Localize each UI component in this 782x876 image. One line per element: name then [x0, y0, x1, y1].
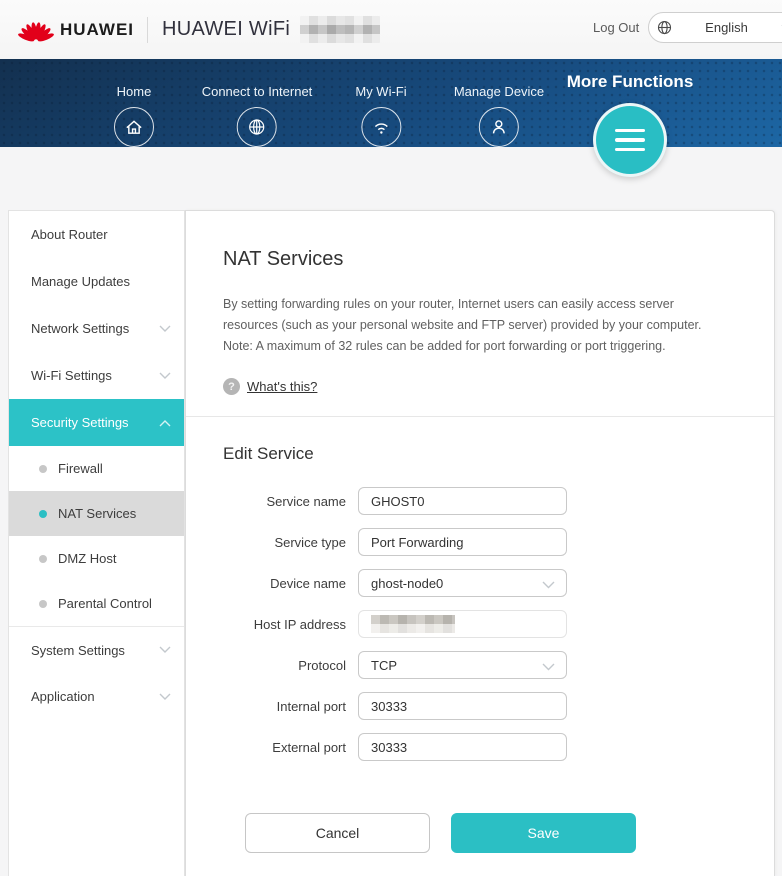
- nat-services-panel: NAT Services By setting forwarding rules…: [185, 210, 775, 876]
- sidebar-item-label: DMZ Host: [58, 551, 117, 566]
- sidebar-item-application[interactable]: Application: [9, 673, 184, 720]
- sidebar-item-label: NAT Services: [58, 506, 137, 521]
- nav-label: Home: [116, 84, 152, 99]
- sidebar-item-network-settings[interactable]: Network Settings: [9, 305, 184, 352]
- sidebar-item-label: System Settings: [31, 642, 125, 658]
- chevron-down-icon: [542, 581, 555, 589]
- device-name-select[interactable]: ghost-node0: [358, 569, 567, 597]
- bullet-dot-icon: [39, 599, 47, 608]
- sidebar-item-manage-updates[interactable]: Manage Updates: [9, 258, 184, 305]
- sidebar-item-security-settings[interactable]: Security Settings: [9, 399, 184, 446]
- home-icon: [114, 107, 154, 147]
- cancel-button[interactable]: Cancel: [245, 813, 430, 853]
- huawei-brand: HUAWEI: [18, 16, 134, 43]
- service-name-label: Service name: [266, 493, 346, 509]
- globe-icon: [236, 107, 277, 147]
- chevron-down-icon: [159, 693, 171, 701]
- sidebar-item-label: Wi-Fi Settings: [31, 368, 112, 383]
- chevron-down-icon: [159, 325, 171, 333]
- chevron-up-icon: [159, 419, 171, 427]
- top-header: HUAWEI HUAWEI WiFi Log Out English: [0, 0, 782, 59]
- external-port-input[interactable]: [358, 733, 567, 761]
- external-port-label: External port: [272, 739, 346, 755]
- section-divider: [186, 416, 774, 417]
- wifi-icon: [360, 107, 401, 147]
- logout-link[interactable]: Log Out: [593, 20, 640, 35]
- form-row: Service type Port Forwarding: [223, 528, 719, 556]
- sidebar-item-label: Security Settings: [31, 415, 129, 430]
- whats-this-link[interactable]: ? What's this?: [223, 378, 719, 395]
- chevron-down-icon: [159, 646, 171, 654]
- huawei-logo-icon: [18, 16, 54, 43]
- host-ip-field[interactable]: [358, 610, 567, 638]
- sidebar-item-label: Network Settings: [31, 321, 130, 336]
- sidebar-subitem-nat-services[interactable]: NAT Services: [9, 491, 184, 536]
- protocol-select[interactable]: TCP: [358, 651, 567, 679]
- sidebar-item-system-settings[interactable]: System Settings: [9, 626, 184, 673]
- more-functions-button[interactable]: [593, 103, 667, 177]
- form-row: External port: [223, 733, 719, 761]
- product-name: HUAWEI WiFi: [162, 18, 291, 40]
- sidebar-item-label: Application: [31, 689, 95, 704]
- sidebar-subitem-firewall[interactable]: Firewall: [9, 446, 184, 491]
- brand-name: HUAWEI: [60, 19, 134, 39]
- save-button[interactable]: Save: [451, 813, 636, 853]
- nav-item-my-wifi[interactable]: My Wi-Fi: [355, 84, 407, 147]
- page-description: By setting forwarding rules on your rout…: [223, 297, 702, 353]
- redacted-host-ip: [371, 615, 455, 633]
- device-name-value: ghost-node0: [371, 575, 444, 591]
- edit-service-title: Edit Service: [223, 444, 314, 463]
- form-row: Internal port: [223, 692, 719, 720]
- form-row: Service name: [223, 487, 719, 515]
- device-name-label: Device name: [270, 575, 346, 591]
- nav-item-home[interactable]: Home: [114, 84, 154, 147]
- internal-port-label: Internal port: [276, 698, 346, 714]
- protocol-label: Protocol: [298, 657, 346, 673]
- settings-sidebar: About Router Manage Updates Network Sett…: [8, 210, 185, 876]
- sidebar-item-about-router[interactable]: About Router: [9, 211, 184, 258]
- question-mark-icon: ?: [223, 378, 240, 395]
- sidebar-item-label: Firewall: [58, 461, 103, 476]
- sidebar-item-wifi-settings[interactable]: Wi-Fi Settings: [9, 352, 184, 399]
- person-icon: [478, 107, 519, 147]
- edit-service-form: Service name Service type Port Forwardin…: [223, 487, 719, 853]
- protocol-value: TCP: [371, 657, 397, 673]
- nav-item-manage-device[interactable]: Manage Device: [454, 84, 544, 147]
- nav-label: My Wi-Fi: [355, 84, 407, 99]
- service-type-field: Port Forwarding: [358, 528, 567, 556]
- hamburger-menu-icon: [615, 129, 645, 133]
- globe-language-icon: [657, 20, 672, 35]
- nav-label: Manage Device: [453, 84, 545, 99]
- whats-this-label: What's this?: [247, 379, 318, 394]
- sidebar-item-label: About Router: [31, 227, 108, 242]
- chevron-down-icon: [159, 372, 171, 380]
- form-row: Protocol TCP: [223, 651, 719, 679]
- chevron-down-icon: [542, 663, 555, 671]
- form-row: Device name ghost-node0: [223, 569, 719, 597]
- bullet-dot-icon: [39, 509, 47, 518]
- header-divider: [147, 16, 148, 43]
- service-name-input[interactable]: [358, 487, 567, 515]
- form-buttons: Cancel Save: [245, 813, 719, 853]
- sidebar-subitem-dmz-host[interactable]: DMZ Host: [9, 536, 184, 581]
- bullet-dot-icon: [39, 464, 47, 473]
- sidebar-subitem-parental-control[interactable]: Parental Control: [9, 581, 184, 626]
- sidebar-item-label: Parental Control: [58, 596, 152, 611]
- service-type-label: Service type: [274, 534, 346, 550]
- bullet-dot-icon: [39, 554, 47, 563]
- page-title: NAT Services: [223, 248, 344, 270]
- nav-item-connect-to-internet[interactable]: Connect to Internet: [201, 84, 313, 147]
- redacted-model-number: [300, 16, 381, 43]
- service-type-value: Port Forwarding: [371, 534, 464, 550]
- language-select[interactable]: English: [648, 12, 782, 43]
- sidebar-item-label: Manage Updates: [31, 274, 131, 289]
- nav-label-active: More Functions: [566, 72, 694, 91]
- nav-item-more-functions[interactable]: More Functions: [567, 72, 694, 92]
- internal-port-input[interactable]: [358, 692, 567, 720]
- form-row: Host IP address: [223, 610, 719, 638]
- nav-label: Connect to Internet: [201, 84, 313, 99]
- language-selected-value: English: [705, 20, 748, 35]
- host-ip-label: Host IP address: [253, 616, 346, 632]
